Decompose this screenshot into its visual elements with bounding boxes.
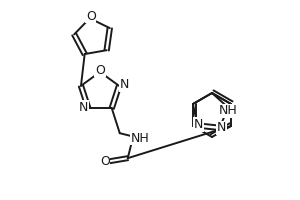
Text: O: O — [86, 10, 96, 23]
Text: N: N — [79, 101, 88, 114]
Text: N: N — [119, 78, 129, 91]
Text: O: O — [95, 64, 105, 76]
Text: NH: NH — [219, 104, 238, 117]
Text: NH: NH — [130, 132, 149, 145]
Text: O: O — [100, 155, 110, 168]
Text: N: N — [194, 118, 203, 131]
Text: N: N — [217, 121, 226, 134]
